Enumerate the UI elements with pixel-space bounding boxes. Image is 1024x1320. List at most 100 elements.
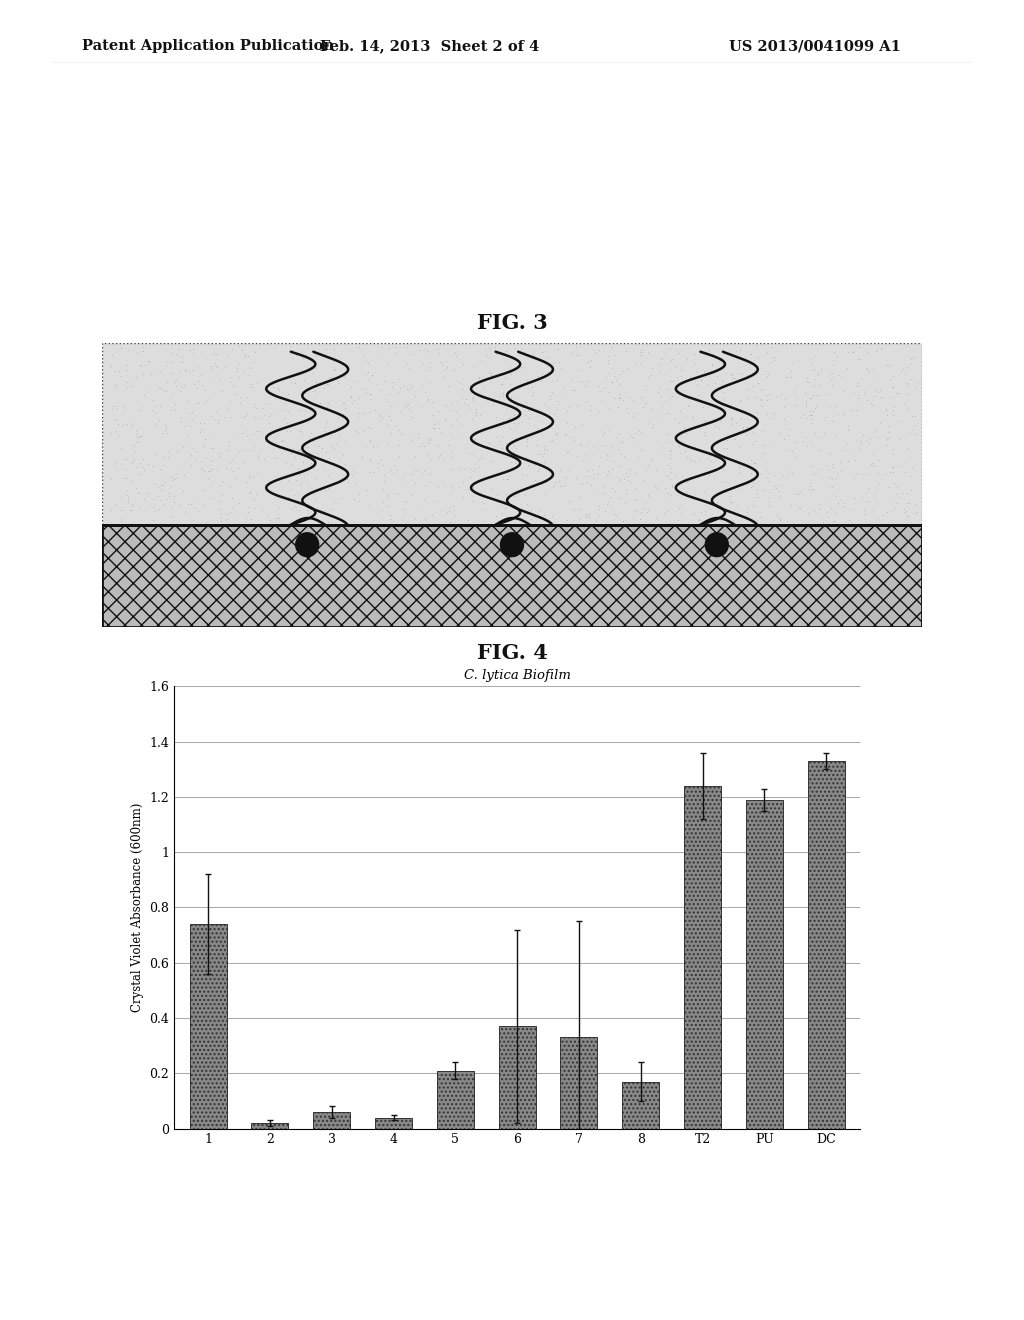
Point xyxy=(210,412,226,433)
Point xyxy=(775,428,792,449)
Point xyxy=(261,393,278,414)
Point xyxy=(278,417,294,438)
Point xyxy=(697,510,714,531)
Point xyxy=(636,469,652,490)
Point xyxy=(132,496,148,517)
Point xyxy=(853,393,869,414)
Point xyxy=(300,503,316,524)
Point xyxy=(333,458,349,479)
Point xyxy=(346,389,362,411)
Point xyxy=(159,422,175,444)
Point xyxy=(430,434,446,455)
Point xyxy=(550,339,566,360)
Point xyxy=(275,408,292,429)
Point xyxy=(225,375,242,396)
Point xyxy=(626,500,642,521)
Point xyxy=(536,438,552,459)
Point xyxy=(779,367,796,388)
Point xyxy=(714,471,730,492)
Point xyxy=(296,441,312,462)
Point xyxy=(749,401,765,422)
Point xyxy=(692,342,709,363)
Point xyxy=(801,479,817,500)
Point xyxy=(758,466,774,487)
Point xyxy=(196,461,212,482)
Point xyxy=(627,462,643,483)
Point xyxy=(254,499,270,520)
Point xyxy=(530,366,547,387)
Point xyxy=(414,433,430,454)
Point xyxy=(280,383,296,404)
Point xyxy=(809,462,825,483)
Point xyxy=(293,473,309,494)
Point xyxy=(856,503,872,524)
Point xyxy=(629,499,645,520)
Point xyxy=(498,433,514,454)
Point xyxy=(802,473,818,494)
Point xyxy=(760,363,776,384)
Point xyxy=(273,400,290,421)
Point xyxy=(516,404,532,425)
Point xyxy=(835,380,851,401)
Point xyxy=(610,374,627,395)
Point xyxy=(837,496,853,517)
Point xyxy=(519,436,536,457)
Point xyxy=(612,433,629,454)
Point xyxy=(519,494,536,515)
Point xyxy=(462,458,478,479)
Point xyxy=(765,350,781,371)
Point xyxy=(436,359,453,380)
Point xyxy=(168,375,184,396)
Point xyxy=(135,341,152,362)
Point xyxy=(551,471,567,492)
Point xyxy=(354,446,371,467)
Point xyxy=(821,397,838,418)
Point xyxy=(147,401,164,422)
Point xyxy=(732,407,749,428)
Point xyxy=(188,356,205,378)
Point xyxy=(225,450,242,471)
Point xyxy=(451,477,467,498)
Point xyxy=(379,354,395,375)
Point xyxy=(616,446,633,467)
Point xyxy=(240,346,256,367)
Point xyxy=(268,507,285,528)
Point xyxy=(879,405,895,426)
Point xyxy=(798,368,814,389)
Point xyxy=(345,459,361,480)
Point xyxy=(278,453,294,474)
Point xyxy=(288,469,304,490)
Point xyxy=(468,399,484,420)
Point xyxy=(411,426,427,447)
Point xyxy=(509,506,525,527)
Point xyxy=(372,449,388,470)
Point xyxy=(212,474,228,495)
Point xyxy=(620,469,636,490)
Bar xyxy=(437,1071,474,1129)
Point xyxy=(187,496,204,517)
Point xyxy=(695,360,712,381)
Point xyxy=(316,500,333,521)
Point xyxy=(783,462,800,483)
Point xyxy=(287,496,303,517)
Point xyxy=(847,449,863,470)
Point xyxy=(284,372,300,393)
Point xyxy=(663,370,679,391)
Point xyxy=(224,487,241,508)
Point xyxy=(644,416,660,437)
Point xyxy=(571,473,588,494)
Point xyxy=(447,346,464,367)
Point xyxy=(612,469,629,490)
Point xyxy=(206,409,222,430)
Point xyxy=(463,466,479,487)
Point xyxy=(385,371,401,392)
Point xyxy=(443,475,460,496)
Point xyxy=(426,413,442,434)
Point xyxy=(383,508,399,529)
Bar xyxy=(251,1123,289,1129)
Point xyxy=(849,376,865,397)
Point xyxy=(357,364,374,385)
Point xyxy=(513,356,529,378)
Point xyxy=(593,381,609,403)
Point xyxy=(763,351,779,372)
